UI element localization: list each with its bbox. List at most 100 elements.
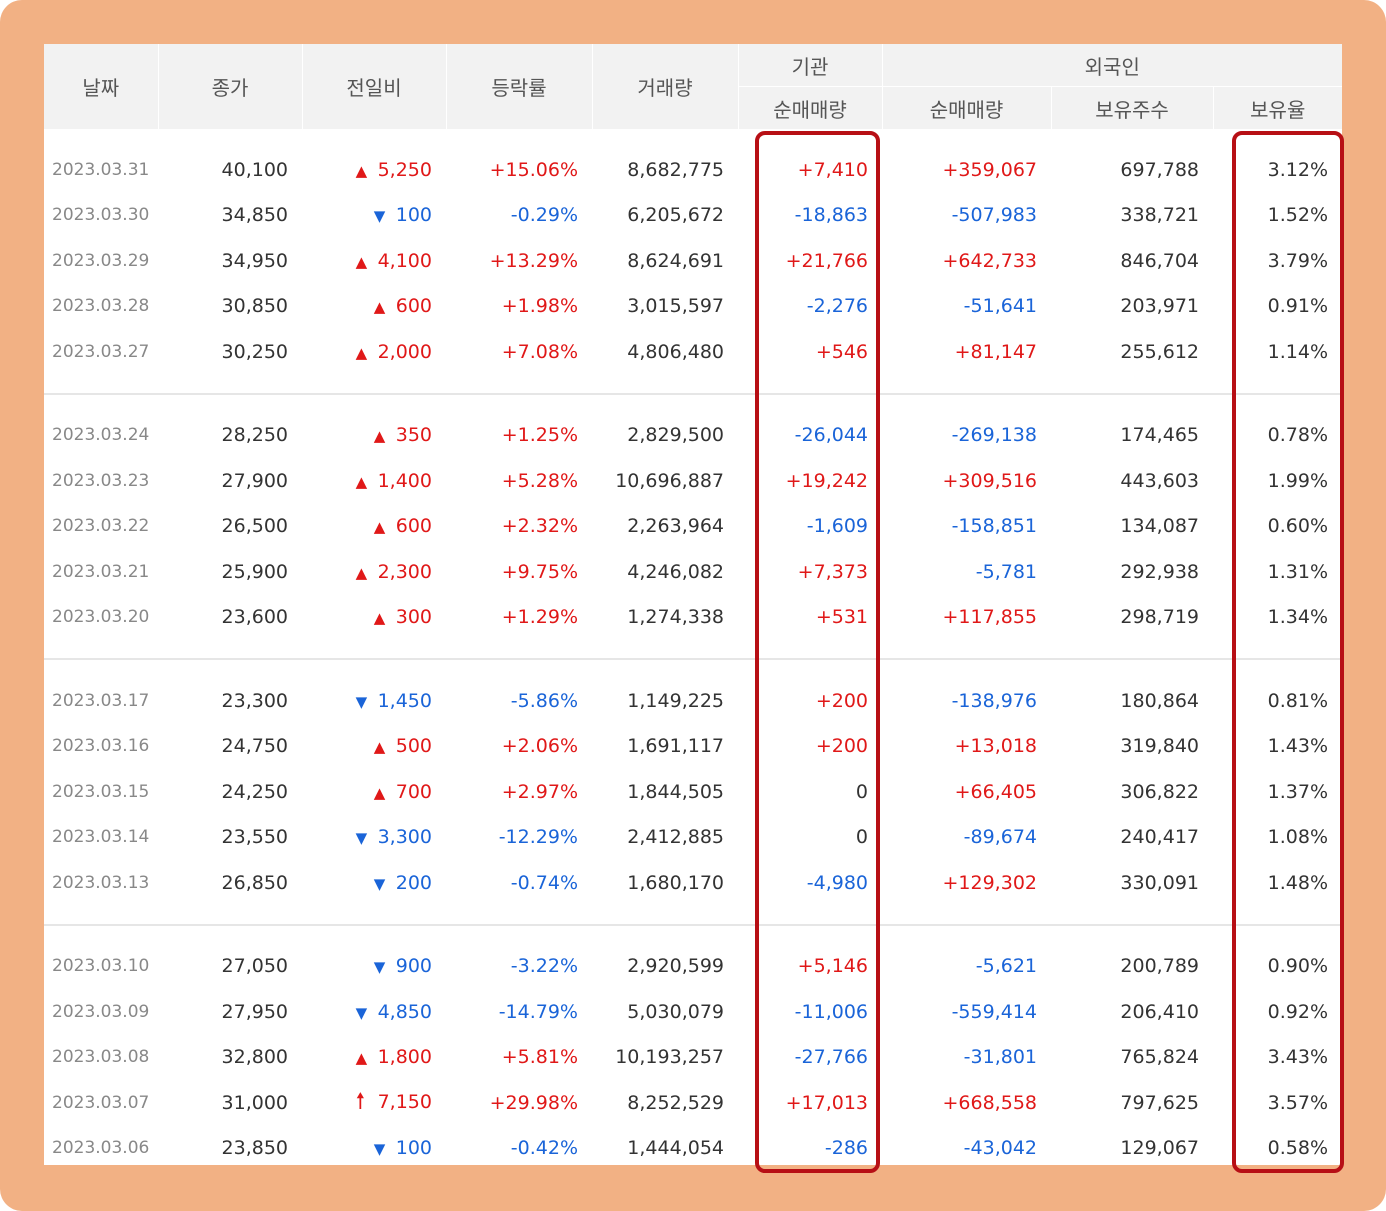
header-institution: 기관 bbox=[738, 44, 883, 87]
cell-foreign-ratio: 3.12% bbox=[1267, 158, 1328, 181]
cell-volume: 10,193,257 bbox=[615, 1046, 724, 1069]
cell-date: 2023.03.23 bbox=[52, 470, 150, 491]
cell-inst-net: -1,609 bbox=[806, 515, 868, 538]
change-value: 1,450 bbox=[377, 689, 432, 712]
header-foreign-holdings: 보유주수 bbox=[1051, 86, 1214, 129]
cell-foreign-ratio: 1.14% bbox=[1267, 340, 1328, 363]
cell-foreign-net: +359,067 bbox=[942, 158, 1038, 181]
cell-volume: 1,691,117 bbox=[627, 735, 724, 758]
triangle-up-icon: ▲ bbox=[355, 252, 368, 271]
triangle-up-icon: ▲ bbox=[373, 609, 386, 628]
cell-foreign-net: -5,621 bbox=[975, 955, 1037, 978]
cell-foreign-net: +117,855 bbox=[942, 606, 1038, 629]
table-row: 2023.03.22 26,500 ▲ 600 +2.32% 2,263,964 -1,60… bbox=[44, 504, 1342, 550]
cell-date: 2023.03.24 bbox=[52, 425, 150, 446]
cell-foreign-holdings: 240,417 bbox=[1120, 826, 1199, 849]
cell-inst-net: +200 bbox=[815, 689, 868, 712]
change-value: 1,800 bbox=[377, 1046, 432, 1069]
cell-rate: +7.08% bbox=[501, 340, 578, 363]
table-row: 2023.03.29 34,950 ▲ 4,100 +13.29% 8,624,691 +2… bbox=[44, 238, 1342, 284]
triangle-up-icon: ▲ bbox=[355, 563, 368, 582]
change-value: 2,000 bbox=[377, 340, 432, 363]
cell-change: ▼ 4,850 bbox=[302, 989, 446, 1035]
cell-foreign-ratio: 1.99% bbox=[1267, 469, 1328, 492]
cell-foreign-ratio: 3.43% bbox=[1267, 1046, 1328, 1069]
cell-close: 24,250 bbox=[221, 780, 288, 803]
cell-rate: +1.25% bbox=[501, 424, 578, 447]
table-row: 2023.03.27 30,250 ▲ 2,000 +7.08% 4,806,480 +54… bbox=[44, 329, 1342, 375]
table-row: 2023.03.14 23,550 ▼ 3,300 -12.29% 2,412,885 0 -… bbox=[44, 815, 1342, 861]
cell-foreign-net: -89,674 bbox=[963, 826, 1037, 849]
cell-foreign-net: -507,983 bbox=[951, 204, 1037, 227]
cell-foreign-net: +642,733 bbox=[942, 249, 1038, 272]
cell-volume: 1,149,225 bbox=[627, 689, 724, 712]
cell-rate: +1.98% bbox=[501, 295, 578, 318]
cell-volume: 4,246,082 bbox=[627, 560, 724, 583]
cell-inst-net: -27,766 bbox=[794, 1046, 868, 1069]
triangle-up-icon: ▲ bbox=[355, 1049, 368, 1068]
cell-date: 2023.03.17 bbox=[52, 690, 150, 711]
cell-volume: 1,844,505 bbox=[627, 780, 724, 803]
cell-foreign-holdings: 330,091 bbox=[1120, 871, 1199, 894]
cell-change: ▲ 1,800 bbox=[302, 1035, 446, 1081]
cell-change: ▲ 500 bbox=[302, 724, 446, 770]
cell-foreign-ratio: 1.08% bbox=[1267, 826, 1328, 849]
cell-date: 2023.03.20 bbox=[52, 607, 150, 628]
table-row: 2023.03.30 34,850 ▼ 100 -0.29% 6,205,672 -18,8… bbox=[44, 193, 1342, 239]
table-row: 2023.03.24 28,250 ▲ 350 +1.25% 2,829,500 -26,0… bbox=[44, 413, 1342, 459]
cell-close: 27,950 bbox=[221, 1000, 288, 1023]
table-row: 2023.03.16 24,750 ▲ 500 +2.06% 1,691,117 +200 +… bbox=[44, 724, 1342, 770]
table-row: 2023.03.31 40,100 ▲ 5,250 +15.06% 8,682,775 +7… bbox=[44, 147, 1342, 193]
cell-change: ▼ 900 bbox=[302, 944, 446, 990]
cell-close: 32,800 bbox=[221, 1046, 288, 1069]
cell-foreign-ratio: 1.34% bbox=[1267, 606, 1328, 629]
cell-foreign-net: -138,976 bbox=[951, 689, 1037, 712]
cell-volume: 5,030,079 bbox=[627, 1000, 724, 1023]
header-inst-net: 순매매량 bbox=[738, 86, 883, 129]
cell-inst-net: 0 bbox=[855, 826, 868, 849]
cell-change: ▼ 100 bbox=[302, 193, 446, 239]
cell-rate: -3.22% bbox=[510, 955, 578, 978]
cell-foreign-net: -5,781 bbox=[975, 560, 1037, 583]
cell-inst-net: -4,980 bbox=[806, 871, 868, 894]
cell-volume: 6,205,672 bbox=[627, 204, 724, 227]
group-spacer bbox=[44, 375, 1342, 394]
cell-close: 23,600 bbox=[221, 606, 288, 629]
cell-change: ▼ 100 bbox=[302, 1126, 446, 1166]
cell-rate: +29.98% bbox=[489, 1091, 578, 1114]
institution-column-highlight bbox=[755, 131, 880, 1173]
cell-inst-net: +21,766 bbox=[785, 249, 868, 272]
cell-close: 34,850 bbox=[221, 204, 288, 227]
cell-change: ▲ 2,300 bbox=[302, 549, 446, 595]
cell-close: 25,900 bbox=[221, 560, 288, 583]
cell-inst-net: +531 bbox=[815, 606, 868, 629]
cell-foreign-ratio: 0.60% bbox=[1267, 515, 1328, 538]
change-value: 4,100 bbox=[377, 249, 432, 272]
cell-date: 2023.03.22 bbox=[52, 516, 150, 537]
cell-foreign-holdings: 319,840 bbox=[1120, 735, 1199, 758]
cell-rate: -0.42% bbox=[510, 1137, 578, 1160]
cell-foreign-net: -269,138 bbox=[951, 424, 1037, 447]
cell-inst-net: -2,276 bbox=[806, 295, 868, 318]
table-row: 2023.03.17 23,300 ▼ 1,450 -5.86% 1,149,225 +20… bbox=[44, 678, 1342, 724]
cell-close: 26,850 bbox=[221, 871, 288, 894]
cell-volume: 2,829,500 bbox=[627, 424, 724, 447]
cell-foreign-ratio: 3.79% bbox=[1267, 249, 1328, 272]
cell-foreign-net: +668,558 bbox=[942, 1091, 1038, 1114]
group-spacer bbox=[44, 926, 1342, 944]
table-row: 2023.03.28 30,850 ▲ 600 +1.98% 3,015,597 -2,27… bbox=[44, 284, 1342, 330]
cell-change: ▲ 350 bbox=[302, 413, 446, 459]
cell-foreign-holdings: 203,971 bbox=[1120, 295, 1199, 318]
cell-rate: +15.06% bbox=[489, 158, 578, 181]
change-value: 300 bbox=[395, 606, 432, 629]
cell-volume: 2,412,885 bbox=[627, 826, 724, 849]
table-row: 2023.03.07 31,000 🠕 7,150 +29.98% 8,252,529 +1… bbox=[44, 1080, 1342, 1126]
cell-foreign-holdings: 206,410 bbox=[1120, 1000, 1199, 1023]
cell-close: 30,250 bbox=[221, 340, 288, 363]
header-close: 종가 bbox=[158, 44, 303, 129]
cell-foreign-holdings: 697,788 bbox=[1120, 158, 1199, 181]
cell-foreign-holdings: 306,822 bbox=[1120, 780, 1199, 803]
cell-volume: 3,015,597 bbox=[627, 295, 724, 318]
cell-foreign-ratio: 0.58% bbox=[1267, 1137, 1328, 1160]
change-value: 7,150 bbox=[377, 1090, 432, 1113]
